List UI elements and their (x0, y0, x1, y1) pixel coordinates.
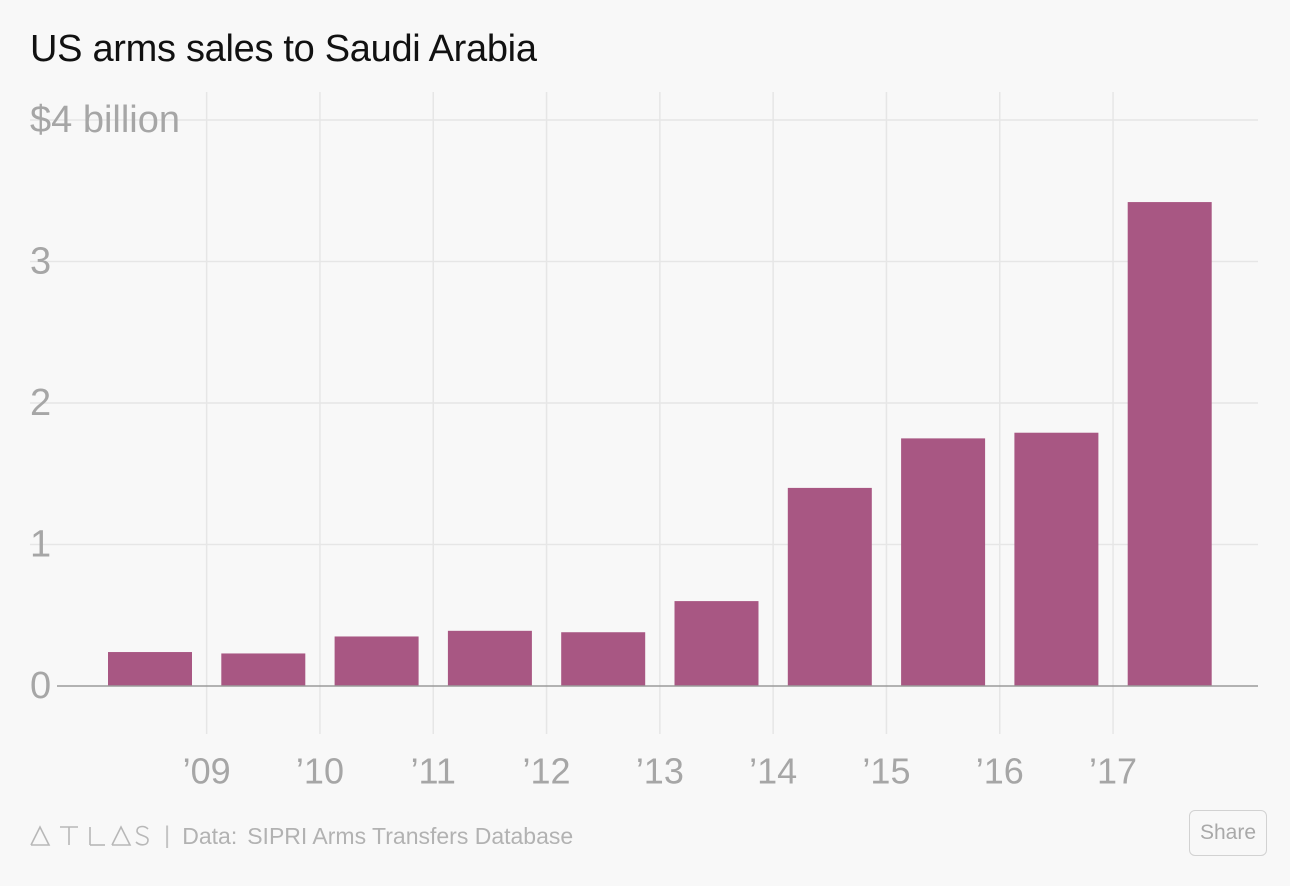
bar-2 (221, 653, 306, 686)
bar-3 (334, 636, 419, 686)
y-tick-label: $4 billion (30, 99, 180, 141)
bar-9 (1014, 432, 1099, 686)
grid-layer (30, 92, 1258, 734)
footer-source: SIPRI Arms Transfers Database (247, 822, 574, 849)
bar-5 (561, 632, 646, 686)
y-tick-label: 3 (30, 241, 51, 283)
y-tick-label: 2 (30, 382, 51, 424)
bar-1 (108, 652, 192, 686)
x-tick-label: ’14 (749, 751, 797, 792)
atlas-logo-mark (30, 825, 149, 846)
bar-4 (447, 630, 532, 686)
bar-8 (901, 438, 986, 686)
x-tick-label: ’13 (636, 751, 684, 792)
bar-7 (787, 487, 872, 686)
bar-6 (674, 601, 759, 686)
y-tick-label: 1 (30, 524, 51, 566)
chart-title: US arms sales to Saudi Arabia (30, 28, 537, 70)
x-tick-label: ’11 (411, 751, 456, 792)
x-tick-label: ’10 (296, 751, 344, 792)
y-tick-label: 0 (30, 665, 51, 707)
x-tick-label: ’09 (183, 751, 231, 792)
chart-footer: | Data: SIPRI Arms Transfers Database (30, 818, 573, 854)
bar-10 (1127, 202, 1212, 686)
atlas-logo (30, 825, 150, 847)
x-tick-label: ’12 (523, 751, 571, 792)
footer-separator: | (164, 822, 171, 849)
x-tick-label: ’15 (862, 751, 910, 792)
bar-layer (108, 202, 1212, 686)
footer-source-label: Data: (182, 822, 238, 849)
x-tick-label: ’17 (1089, 751, 1137, 792)
x-tick-label: ’16 (976, 751, 1024, 792)
share-button[interactable]: Share (1189, 810, 1267, 856)
axis-layer: 0 1 2 3 $4 billion ’09 ’10 ’11 ’12 ’13 ’14 ’15 ’16 ’1… (30, 99, 1258, 792)
